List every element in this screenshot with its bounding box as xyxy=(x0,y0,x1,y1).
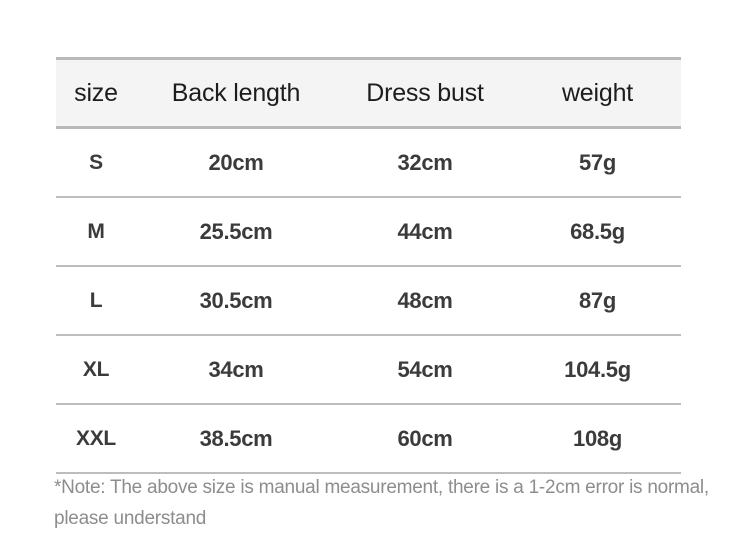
cell-back-length: 38.5cm xyxy=(136,404,336,474)
cell-back-length: 25.5cm xyxy=(136,197,336,267)
cell-back-length: 20cm xyxy=(136,127,336,198)
cell-dress-bust: 32cm xyxy=(336,127,514,198)
cell-weight: 104.5g xyxy=(514,335,681,405)
cell-dress-bust: 60cm xyxy=(336,404,514,474)
table-row: L 30.5cm 48cm 87g xyxy=(56,266,681,336)
cell-back-length: 30.5cm xyxy=(136,266,336,336)
table-row: XL 34cm 54cm 104.5g xyxy=(56,335,681,405)
cell-size: XXL xyxy=(56,404,136,474)
table-row: M 25.5cm 44cm 68.5g xyxy=(56,197,681,267)
table-header: size Back length Dress bust weight xyxy=(56,57,681,129)
table-header-row: size Back length Dress bust weight xyxy=(56,57,681,129)
cell-weight: 87g xyxy=(514,266,681,336)
cell-weight: 57g xyxy=(514,127,681,198)
size-chart-table: size Back length Dress bust weight S 20c… xyxy=(56,57,681,474)
cell-dress-bust: 54cm xyxy=(336,335,514,405)
cell-weight: 68.5g xyxy=(514,197,681,267)
table-body: S 20cm 32cm 57g M 25.5cm 44cm 68.5g L 30… xyxy=(56,127,681,474)
column-header-dress-bust: Dress bust xyxy=(336,57,514,129)
measurement-note: *Note: The above size is manual measurem… xyxy=(54,477,709,529)
size-chart-table-container: size Back length Dress bust weight S 20c… xyxy=(56,57,681,474)
cell-dress-bust: 44cm xyxy=(336,197,514,267)
cell-size: S xyxy=(56,127,136,198)
column-header-size: size xyxy=(56,57,136,129)
table-row: S 20cm 32cm 57g xyxy=(56,127,681,198)
table-row: XXL 38.5cm 60cm 108g xyxy=(56,404,681,474)
cell-size: M xyxy=(56,197,136,267)
cell-dress-bust: 48cm xyxy=(336,266,514,336)
cell-weight: 108g xyxy=(514,404,681,474)
cell-back-length: 34cm xyxy=(136,335,336,405)
cell-size: L xyxy=(56,266,136,336)
cell-size: XL xyxy=(56,335,136,405)
column-header-back-length: Back length xyxy=(136,57,336,129)
column-header-weight: weight xyxy=(514,57,681,129)
